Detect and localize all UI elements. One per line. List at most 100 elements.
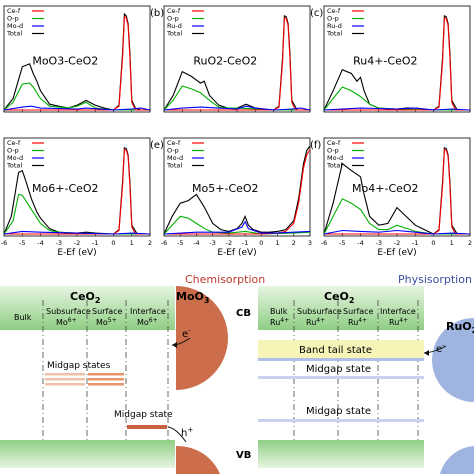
right-midgap-state-label-2: Midgap state xyxy=(306,406,371,417)
tick-label: -6 xyxy=(161,239,167,247)
left-col-subsurface: Subsurface xyxy=(46,307,91,316)
series-ce-f xyxy=(164,16,310,111)
legend-entry: Ce-f xyxy=(7,139,21,147)
tick-label: -5 xyxy=(19,239,25,247)
x-axis-label: E-Ef (eV) xyxy=(217,248,256,258)
x-axis-label: E-Ef (eV) xyxy=(57,248,96,258)
legend-entry: Mo-d xyxy=(7,154,23,162)
panel-title: Mo4+-CeO2 xyxy=(352,182,419,195)
legend-entry: Total xyxy=(166,162,182,170)
series-ce-f xyxy=(4,16,150,111)
hole-label: h+ xyxy=(181,426,193,439)
panel-title: Ru4+-CeO2 xyxy=(353,54,417,67)
legend-entry: Total xyxy=(166,30,182,38)
panel-title: MoO3-CeO2 xyxy=(32,54,98,67)
panel-label: (c) xyxy=(310,8,323,19)
right-col-interface-ion: Ru4+ xyxy=(389,317,408,327)
left-midgap-levels xyxy=(45,373,124,386)
legend-entry: Total xyxy=(6,162,22,170)
legend-entry: Ce-f xyxy=(167,139,181,147)
legend-entry: Ce-f xyxy=(327,139,341,147)
tick-label: 2 xyxy=(468,239,472,247)
series-ce-f xyxy=(324,148,470,235)
left-col-interface: Interface xyxy=(130,307,166,316)
panel-label: (b) xyxy=(150,8,164,19)
tick-label: -4 xyxy=(193,239,199,247)
series-total xyxy=(163,145,311,235)
tick-label: -4 xyxy=(37,239,43,247)
legend-entry: Mo-d xyxy=(327,154,343,162)
right-vb-band xyxy=(258,440,424,468)
right-ceo2-title: CeO2 xyxy=(324,290,354,305)
legend-entry: Total xyxy=(6,30,22,38)
left-vb-band xyxy=(0,440,175,468)
left-col-interface-ion: Mo6+ xyxy=(137,317,158,327)
left-midgap-state-label: Midgap state xyxy=(114,410,173,420)
series-o-p xyxy=(3,82,150,111)
tick-label: 1 xyxy=(450,239,454,247)
right-dashed-dividers xyxy=(293,300,419,440)
legend-entry: Ce-f xyxy=(167,7,181,15)
physisorption-diagram: Physisorption CeO2 Bulk Ru4+ Subsurface … xyxy=(258,273,474,474)
series-mo-d xyxy=(163,220,311,235)
left-electron-arrowhead xyxy=(172,342,177,348)
cb-label: CB xyxy=(236,308,251,319)
right-col-interface: Interface xyxy=(380,307,416,316)
left-dashed-dividers xyxy=(42,300,169,440)
tick-label: -3 xyxy=(56,239,62,247)
left-col-surface: Surface xyxy=(92,307,123,316)
legend-entry: Total xyxy=(326,162,342,170)
vb-label: VB xyxy=(236,450,251,461)
panel-label: (e) xyxy=(150,140,164,151)
legend-entry: O-p xyxy=(167,15,179,23)
tick-label: 0 xyxy=(111,239,115,247)
moo3-bottom-semicircle xyxy=(176,445,220,474)
tick-label: 2 xyxy=(292,239,296,247)
series-ce-f xyxy=(4,148,150,235)
right-col-surface-ion: Ru4+ xyxy=(348,317,367,327)
tick-label: -1 xyxy=(242,239,248,247)
ruo2-semicircle xyxy=(432,318,474,402)
tick-label: -4 xyxy=(357,239,363,247)
series-o-p xyxy=(3,193,150,235)
series-o-p xyxy=(323,198,470,235)
series-o-p xyxy=(163,85,310,111)
panel-title: Mo5+-CeO2 xyxy=(192,182,259,195)
tick-label: -5 xyxy=(339,239,345,247)
right-midgap-level-1 xyxy=(258,376,424,379)
band-tail-underline xyxy=(258,358,424,361)
moo3-semicircle xyxy=(176,286,228,390)
legend-entry: Ce-f xyxy=(327,7,341,15)
left-column-labels: Bulk Subsurface Mo6+ Surface Mo5+ Interf… xyxy=(14,307,166,327)
tick-label: -1 xyxy=(412,239,418,247)
series-ce-f xyxy=(164,149,311,235)
left-col-bulk: Bulk xyxy=(14,313,32,322)
panel-title: RuO2-CeO2 xyxy=(193,54,257,67)
tick-label: -3 xyxy=(209,239,215,247)
right-midgap-state-label-1: Midgap state xyxy=(306,364,371,375)
right-col-bulk: Bulk xyxy=(270,307,288,316)
legend-entry: Ce-f xyxy=(7,7,21,15)
x-axis-label: E-Ef (eV) xyxy=(377,248,416,258)
legend-entry: O-p xyxy=(327,15,339,23)
right-col-surface: Surface xyxy=(343,307,374,316)
tick-label: 0 xyxy=(259,239,263,247)
moo3-label: MoO3 xyxy=(176,290,209,305)
right-col-bulk-ion: Ru4+ xyxy=(270,317,289,327)
legend-entry: O-p xyxy=(7,15,19,23)
legend-entry: O-p xyxy=(327,147,339,155)
ruo2-bottom-semicircle xyxy=(440,446,474,474)
left-midgap-states-label: Midgap states xyxy=(47,361,111,371)
tick-label: -3 xyxy=(376,239,382,247)
panel-label: (f) xyxy=(310,140,321,151)
legend-entry: O-p xyxy=(167,147,179,155)
left-interface-midgap-level xyxy=(127,425,167,429)
series-ru-d xyxy=(163,105,311,111)
tick-label: -5 xyxy=(177,239,183,247)
right-col-subsurface: Subsurface xyxy=(297,307,342,316)
